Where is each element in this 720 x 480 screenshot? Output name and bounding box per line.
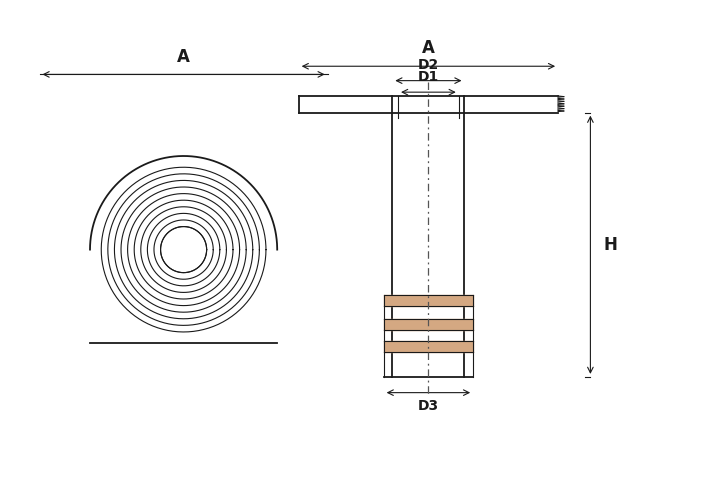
Text: H: H (603, 236, 617, 254)
Text: D3: D3 (418, 399, 439, 413)
Text: D2: D2 (418, 58, 439, 72)
Text: A: A (422, 39, 435, 57)
Text: A: A (177, 48, 190, 66)
Text: D1: D1 (418, 70, 439, 84)
